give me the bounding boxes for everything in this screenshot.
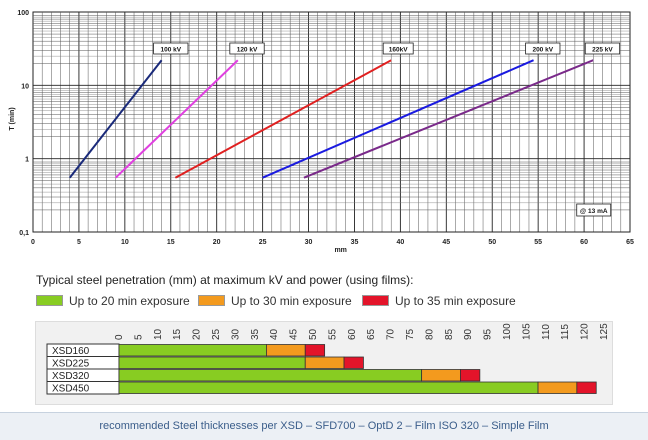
series-line — [114, 59, 239, 179]
annotation-box — [576, 203, 612, 217]
y-tick-label: 0,1 — [19, 230, 29, 237]
legend-label-30min: Up to 30 min exposure — [231, 294, 352, 308]
y-tick-label: 100 — [17, 10, 29, 17]
x-tick-label: 65 — [626, 239, 634, 246]
series-label: 200 kV — [532, 47, 553, 54]
x-tick-label: 30 — [305, 239, 313, 246]
penetration-heading: Typical steel penetration (mm) at maximu… — [36, 273, 414, 287]
series-label: 160kV — [389, 47, 408, 54]
series-label: 120 kV — [237, 47, 258, 54]
x-tick-label: 25 — [259, 239, 267, 246]
exposure-legend: Up to 20 min exposure Up to 30 min expos… — [36, 294, 636, 308]
x-tick-label: 20 — [213, 239, 221, 246]
bar-chart-frame — [35, 321, 613, 405]
x-tick-label: 5 — [77, 239, 81, 246]
legend-swatch-30min — [198, 295, 225, 306]
series-label: 100 kV — [160, 47, 181, 54]
x-tick-label: 55 — [534, 239, 542, 246]
penetration-time-chart: 0 5 10 15 20 25 30 35 40 45 50 55 60 65 0,1 1 10 100 mm T (… — [9, 10, 634, 254]
y-tick-label: 1 — [25, 157, 29, 164]
series-line — [262, 59, 534, 179]
series-label-box — [153, 42, 189, 55]
x-tick-label: 10 — [121, 239, 129, 246]
series-line — [303, 59, 594, 179]
x-tick-label: 40 — [396, 239, 404, 246]
x-tick-label: 60 — [580, 239, 588, 246]
x-tick-label: 35 — [351, 239, 359, 246]
x-tick-label: 0 — [31, 239, 35, 246]
series-line — [68, 59, 163, 179]
series-label-box — [382, 42, 414, 55]
annotation-text: @ 13 mA — [580, 208, 608, 215]
series-line — [174, 59, 392, 179]
footer-caption: recommended Steel thicknesses per XSD – … — [0, 412, 648, 440]
y-tick-label: 10 — [21, 83, 29, 90]
series-label: 225 kV — [592, 47, 613, 54]
series-label-box — [584, 42, 621, 55]
series-label-box — [229, 42, 265, 55]
legend-label-20min: Up to 20 min exposure — [69, 294, 190, 308]
legend-swatch-35min — [362, 295, 389, 306]
legend-swatch-20min — [36, 295, 63, 306]
x-tick-label: 45 — [442, 239, 450, 246]
x-tick-label: 50 — [488, 239, 496, 246]
x-axis-label: mm — [334, 247, 346, 254]
y-axis-label: T (min) — [9, 107, 16, 130]
series-label-box — [525, 42, 561, 55]
legend-label-35min: Up to 35 min exposure — [395, 294, 516, 308]
x-tick-label: 15 — [167, 239, 175, 246]
